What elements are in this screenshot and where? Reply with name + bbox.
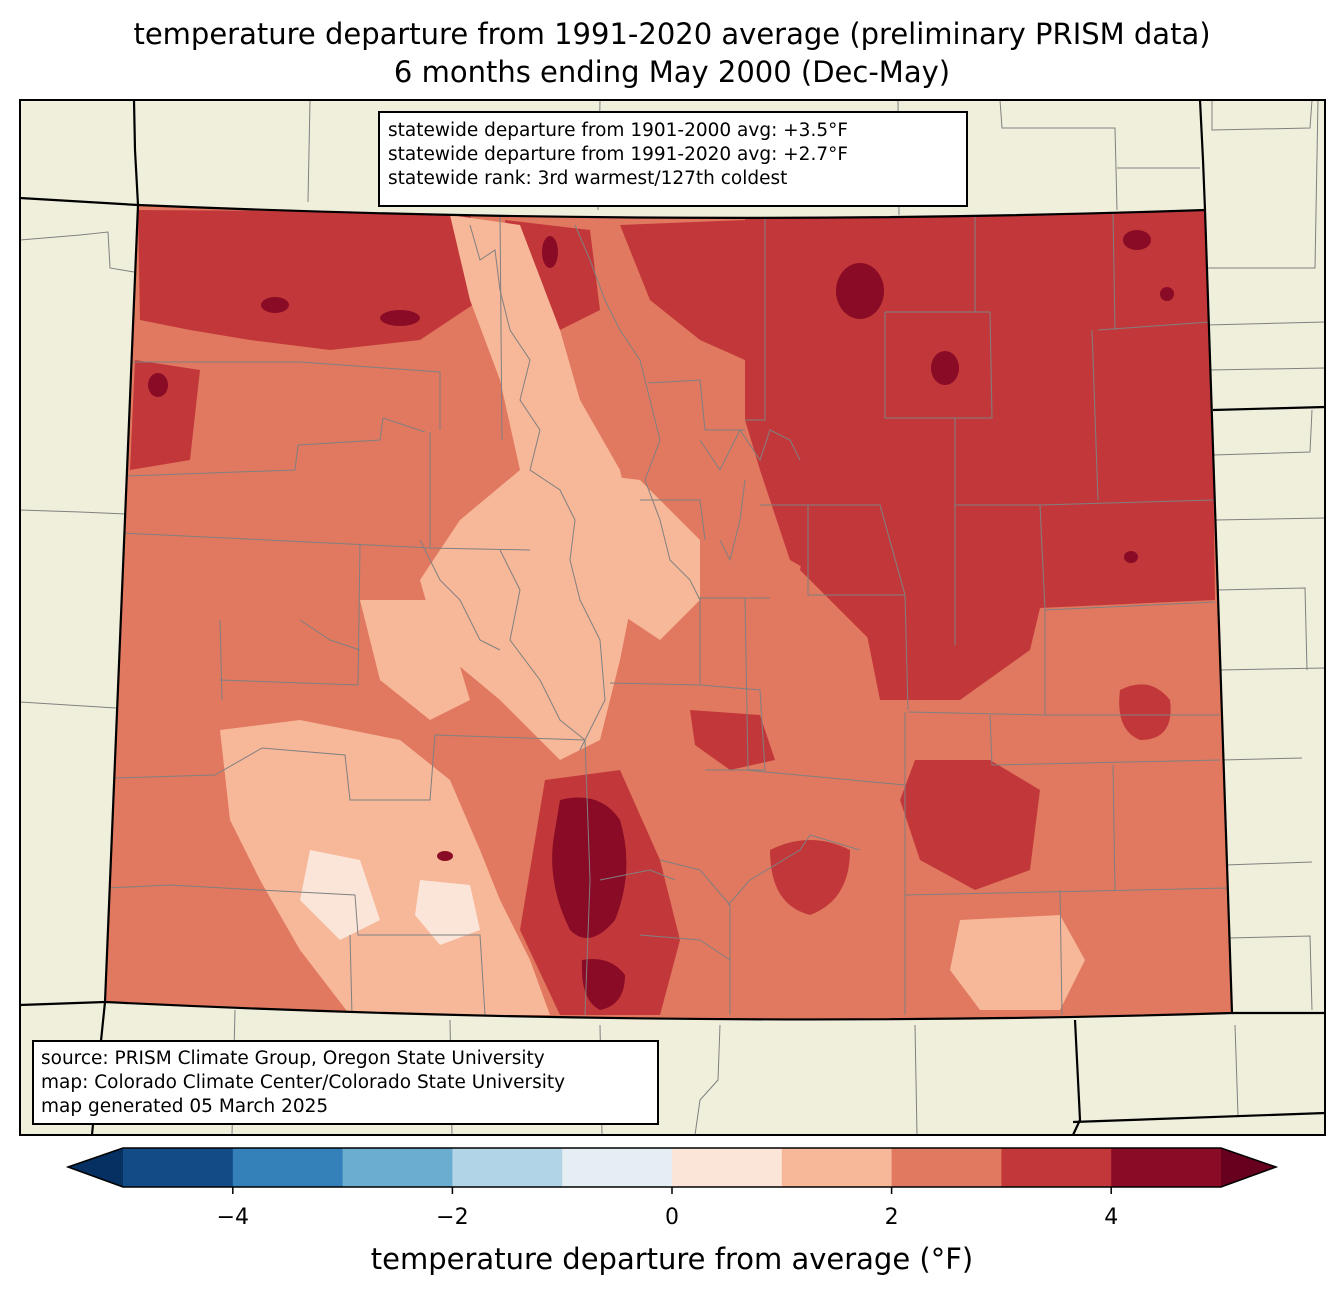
colorbar-segment (562, 1148, 673, 1187)
colorbar-tick-label: 4 (1104, 1205, 1119, 1230)
colorbar-over-arrow (1221, 1148, 1276, 1187)
colorbar-segment (1001, 1148, 1112, 1187)
colorbar-tick-label: −2 (436, 1205, 469, 1230)
colorbar-tick-label: −4 (216, 1205, 250, 1230)
colorbar-segment (672, 1148, 783, 1187)
colorbar-segment (891, 1148, 1002, 1187)
source-line: source: PRISM Climate Group, Oregon Stat… (41, 1048, 545, 1069)
generated-date-line: map generated 05 March 2025 (41, 1096, 329, 1117)
map-title: temperature departure from 1991-2020 ave… (133, 17, 1211, 51)
temperature-departure-fill (105, 205, 1232, 1020)
colorbar-segment (123, 1148, 234, 1187)
state-borders (20, 100, 1325, 1135)
source-box: source: PRISM Climate Group, Oregon Stat… (32, 1040, 659, 1125)
statewide-stats-box: statewide departure from 1901-2000 avg: … (378, 111, 968, 207)
colorbar-segment (342, 1148, 453, 1187)
colorbar-tick-label: 2 (884, 1205, 899, 1230)
stats-line-rank: statewide rank: 3rd warmest/127th coldes… (388, 168, 788, 189)
colorbar-under-arrow (68, 1148, 123, 1187)
map-subtitle: 6 months ending May 2000 (Dec-May) (393, 55, 951, 89)
mountain-county-lines (299, 224, 801, 751)
colorbar-segment (452, 1148, 563, 1187)
county-lines (107, 211, 1229, 1016)
stats-line-1900-avg: statewide departure from 1901-2000 avg: … (388, 120, 848, 141)
colorbar-outline (65, 1147, 1279, 1188)
colorbar-segment (232, 1148, 344, 1187)
colorbar-segment (781, 1148, 893, 1187)
map-credit-line: map: Colorado Climate Center/Colorado St… (41, 1072, 566, 1093)
colorbar-label: temperature departure from average (°F) (370, 1242, 974, 1276)
colorbar (65, 1147, 1279, 1194)
colorbar-tick-label: 0 (665, 1205, 679, 1230)
stats-line-1991-avg: statewide departure from 1991-2020 avg: … (388, 144, 848, 165)
colorbar-segment (1111, 1148, 1222, 1187)
map-frame (19, 99, 1326, 1136)
